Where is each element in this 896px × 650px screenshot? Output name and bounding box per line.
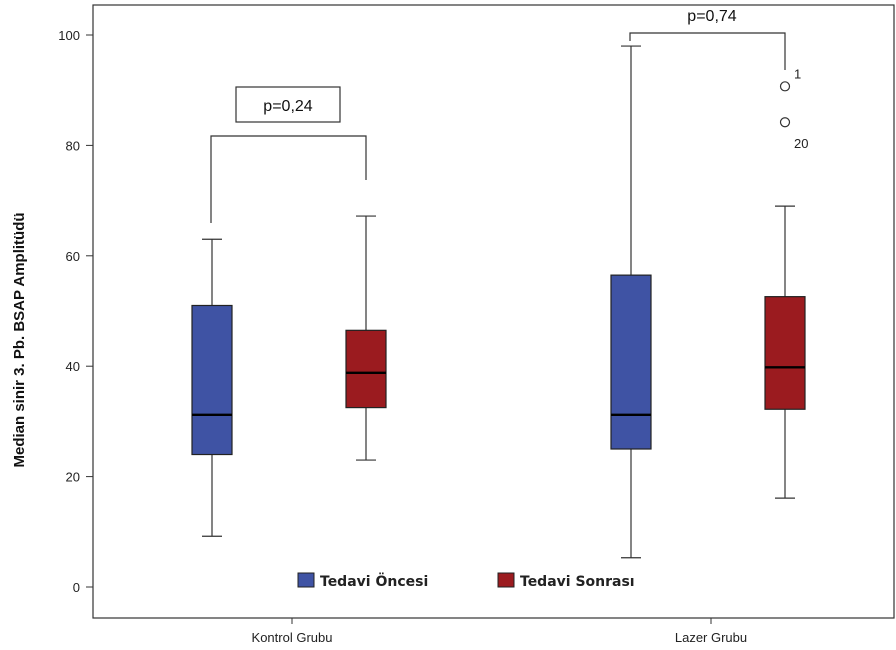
p-value-box <box>235 86 341 123</box>
p-value-label: p=0,24 <box>263 98 312 115</box>
outlier-label: 1 <box>794 66 801 81</box>
box <box>191 304 233 456</box>
annotations: p=0,24 p=0,74 <box>210 8 786 223</box>
boxes: 1 20 <box>191 45 808 559</box>
legend-label: Tedavi Öncesi <box>320 572 428 590</box>
outlier-point <box>779 117 791 128</box>
outlier-label: 20 <box>794 136 808 151</box>
y-tick-label: 80 <box>66 138 80 153</box>
y-tick-label: 0 <box>73 580 80 595</box>
x-category-label: Lazer Grubu <box>675 630 747 645</box>
box <box>345 329 387 409</box>
y-axis: 0 20 40 60 80 100 <box>58 28 93 595</box>
legend-swatch <box>297 572 315 588</box>
y-axis-label: Median sinir 3. Pb. BSAP Amplitüdü <box>11 212 28 467</box>
y-tick-label: 20 <box>66 470 80 485</box>
p-value-label: p=0,74 <box>687 8 736 25</box>
legend-swatch <box>497 572 515 588</box>
outlier-point <box>779 81 791 92</box>
legend: Tedavi Öncesi Tedavi Sonrası <box>297 572 635 590</box>
significance-bracket <box>629 32 786 70</box>
y-tick-label: 60 <box>66 249 80 264</box>
box <box>764 296 806 410</box>
x-category-label: Kontrol Grubu <box>252 630 333 645</box>
x-axis: Kontrol Grubu Lazer Grubu <box>252 618 747 645</box>
y-tick-label: 40 <box>66 359 80 374</box>
y-tick-label: 100 <box>58 28 80 43</box>
legend-label: Tedavi Sonrası <box>520 574 635 590</box>
significance-bracket <box>210 135 367 223</box>
box <box>610 274 652 450</box>
